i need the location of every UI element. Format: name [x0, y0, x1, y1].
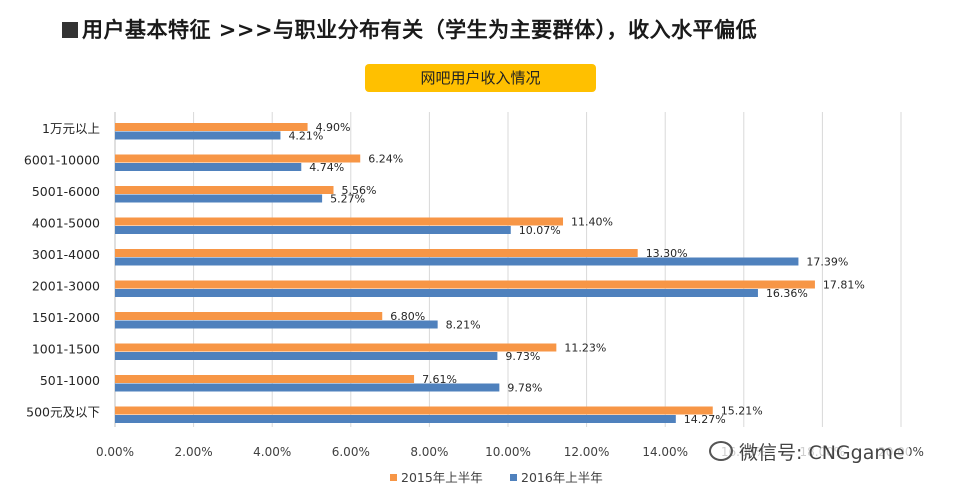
bar — [115, 320, 438, 329]
legend-swatch — [390, 474, 397, 481]
data-label: 4.74% — [309, 161, 344, 174]
data-label: 7.61% — [422, 373, 457, 386]
y-category-label: 5001-6000 — [32, 184, 100, 199]
data-label: 13.30% — [646, 247, 688, 260]
data-label: 9.73% — [505, 350, 540, 363]
data-label: 15.21% — [721, 405, 763, 418]
data-label: 17.39% — [806, 256, 848, 269]
bar — [115, 257, 799, 266]
bar — [115, 383, 500, 392]
bar — [115, 352, 498, 360]
x-tick-label: 10.00% — [485, 445, 531, 459]
bar — [115, 343, 557, 352]
x-tick-label: 4.00% — [253, 445, 291, 459]
data-label: 14.27% — [684, 413, 726, 426]
bar — [115, 194, 323, 203]
data-label: 5.56% — [342, 184, 377, 197]
data-label: 16.36% — [766, 287, 808, 300]
page-title-text: 用户基本特征 >>>与职业分布有关（学生为主要群体），收入水平偏低 — [82, 18, 758, 42]
y-category-label: 500元及以下 — [26, 404, 100, 419]
legend-label: 2015年上半年 — [401, 470, 483, 485]
y-category-label: 1万元以上 — [42, 121, 100, 136]
data-label: 4.90% — [316, 121, 351, 134]
data-label: 5.27% — [330, 193, 365, 206]
legend-swatch — [510, 474, 517, 481]
watermark: 微信号: CNGgame — [705, 438, 909, 465]
bar — [115, 249, 638, 257]
data-label: 4.21% — [288, 130, 323, 143]
y-category-label: 6001-10000 — [24, 152, 100, 167]
y-category-label: 4001-5000 — [32, 215, 100, 230]
bar — [115, 123, 308, 131]
data-label: 10.07% — [519, 224, 561, 237]
data-label: 9.78% — [507, 382, 542, 395]
bar — [115, 375, 415, 383]
page-title: 用户基本特征 >>>与职业分布有关（学生为主要群体），收入水平偏低 — [62, 14, 757, 44]
x-tick-label: 8.00% — [410, 445, 448, 459]
data-label: 6.80% — [390, 310, 425, 323]
y-category-label: 1001-1500 — [32, 341, 100, 356]
x-tick-label: 0.00% — [96, 445, 134, 459]
wechat-icon — [709, 441, 733, 461]
x-tick-label: 2.00% — [175, 445, 213, 459]
x-tick-label: 12.00% — [564, 445, 610, 459]
bar — [115, 226, 511, 234]
square-bullet-icon — [62, 22, 78, 38]
data-label: 11.40% — [571, 216, 613, 229]
bar — [115, 312, 383, 320]
legend-label: 2016年上半年 — [521, 470, 603, 485]
x-tick-label: 14.00% — [642, 445, 688, 459]
bar — [115, 217, 564, 226]
bar — [115, 289, 758, 297]
data-label: 17.81% — [823, 279, 865, 292]
bar — [115, 154, 361, 163]
y-category-label: 3001-4000 — [32, 247, 100, 262]
data-label: 8.21% — [446, 319, 481, 332]
bar — [115, 163, 302, 171]
y-category-label: 501-1000 — [40, 373, 100, 388]
bar — [115, 415, 676, 423]
bar — [115, 131, 281, 140]
bar — [115, 186, 334, 194]
watermark-text: 微信号: CNGgame — [739, 442, 905, 464]
chart-title: 网吧用户收入情况 — [365, 64, 596, 92]
bar — [115, 280, 815, 289]
y-category-label: 2001-3000 — [32, 278, 100, 293]
bar — [115, 406, 713, 415]
x-tick-label: 6.00% — [332, 445, 370, 459]
data-label: 6.24% — [368, 153, 403, 166]
y-category-label: 1501-2000 — [32, 310, 100, 325]
data-label: 11.23% — [564, 342, 606, 355]
